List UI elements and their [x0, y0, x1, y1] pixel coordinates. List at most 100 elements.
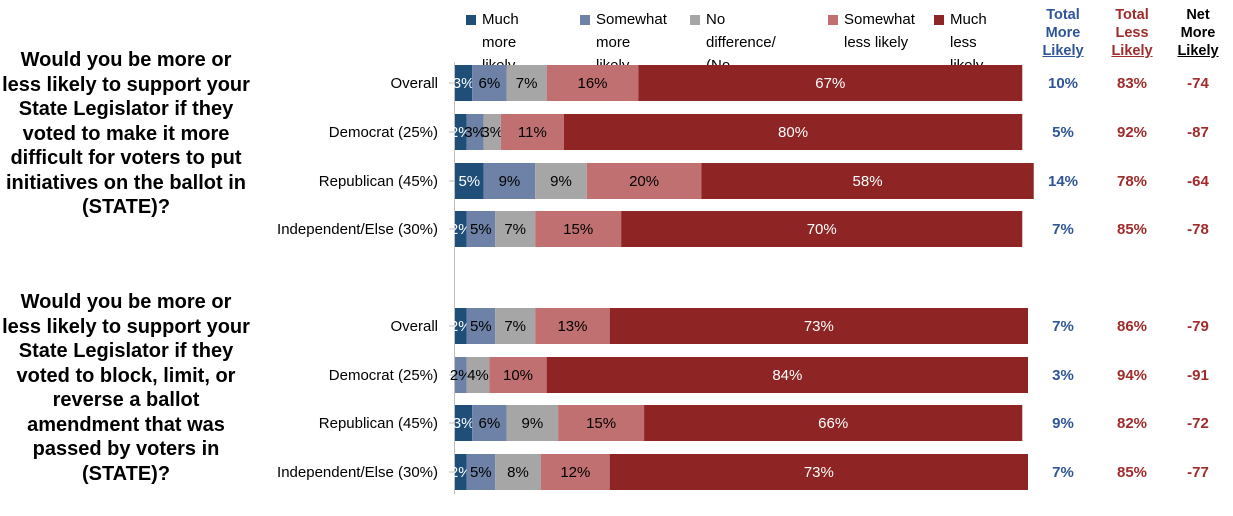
header-total-more-line2: More — [1045, 25, 1081, 41]
bar-segment — [455, 114, 467, 150]
summary-total-less: 92% — [1117, 124, 1147, 141]
bar-segment — [500, 114, 564, 150]
summary-net: -87 — [1187, 124, 1209, 141]
bar-segment — [495, 211, 536, 247]
data-label: 13% — [557, 318, 587, 335]
question-1-title: Would you be more or less likely to supp… — [2, 49, 250, 218]
summary-net: -77 — [1187, 464, 1209, 481]
category-label: Republican (45%) — [319, 415, 438, 432]
data-label: 4% — [467, 367, 489, 384]
summary-total-more: 14% — [1048, 173, 1078, 190]
data-label: 3% — [464, 124, 486, 141]
bar-segment — [483, 163, 536, 199]
summary-net: -79 — [1187, 318, 1209, 335]
bar-segment — [558, 405, 645, 441]
data-label: 70% — [807, 221, 837, 238]
data-label: 11% — [518, 124, 547, 141]
data-label: 5% — [470, 464, 492, 481]
legend-swatch-somewhat-less — [828, 15, 838, 25]
data-label: 84% — [772, 367, 802, 384]
data-label: 3% — [481, 124, 503, 141]
data-label: 7% — [504, 221, 526, 238]
bar-segment — [466, 308, 496, 344]
data-label: 20% — [629, 173, 659, 190]
summary-net: -72 — [1187, 415, 1209, 432]
summary-total-more: 7% — [1052, 464, 1074, 481]
category-label: Overall — [390, 75, 438, 92]
header-net-line3: Likely — [1177, 43, 1219, 59]
header-total-more-line3: Likely — [1042, 43, 1084, 59]
data-label: 58% — [853, 173, 883, 190]
header-total-less-line1: Total — [1115, 7, 1149, 23]
data-label: 9% — [522, 415, 544, 432]
bar-segment — [540, 454, 610, 490]
data-label: 73% — [804, 318, 834, 335]
data-label: 12% — [560, 464, 590, 481]
summary-total-less: 85% — [1117, 221, 1147, 238]
data-label: 5% — [470, 221, 492, 238]
data-label: 3% — [453, 75, 475, 92]
bar-segment — [455, 163, 484, 199]
bar-segment — [546, 65, 639, 101]
data-label: 10% — [503, 367, 533, 384]
bar-segment — [495, 308, 536, 344]
data-label: 2% — [450, 221, 472, 238]
summary-total-more: 9% — [1052, 415, 1074, 432]
legend-swatch-much-more — [466, 15, 476, 25]
header-net-line2: More — [1180, 25, 1216, 41]
legend-item-somewhat-less: Somewhat less likely — [828, 8, 915, 54]
data-label: 7% — [516, 75, 538, 92]
category-label: Overall — [390, 318, 438, 335]
data-label: 3% — [453, 415, 475, 432]
header-total-less-line3: Likely — [1111, 43, 1153, 59]
summary-total-less: 83% — [1117, 75, 1147, 92]
summary-net: -64 — [1187, 173, 1209, 190]
legend-swatch-somewhat-more — [580, 15, 590, 25]
header-net-line1: Net — [1186, 7, 1210, 23]
header-total-less-likely: Total Less Likely — [1101, 6, 1163, 60]
data-label: 67% — [815, 75, 845, 92]
summary-total-less: 85% — [1117, 464, 1147, 481]
bar-segment — [586, 163, 702, 199]
header-total-more-line1: Total — [1046, 7, 1080, 23]
legend-label-somewhat-more: Somewhat more likely — [596, 11, 667, 74]
summary-total-more: 3% — [1052, 367, 1074, 384]
data-label: 6% — [479, 75, 501, 92]
bar-segment — [466, 357, 490, 393]
category-label: Democrat (25%) — [329, 367, 438, 384]
bar-segment — [472, 405, 507, 441]
category-label: Independent/Else (30%) — [277, 464, 438, 481]
bar-segment — [455, 357, 467, 393]
legend-swatch-no-difference — [690, 15, 700, 25]
data-label: 5% — [470, 318, 492, 335]
summary-total-more: 7% — [1052, 318, 1074, 335]
bar-segment — [535, 308, 610, 344]
bar-segment — [455, 211, 467, 247]
legend-item-somewhat-more: Somewhat more likely — [580, 8, 667, 77]
bar-segment — [466, 454, 496, 490]
legend-swatch-much-less — [934, 15, 944, 25]
bar-segment — [535, 211, 622, 247]
data-label: 66% — [818, 415, 848, 432]
bar-segment — [609, 454, 1028, 490]
bar-segment — [489, 357, 547, 393]
data-label: 80% — [778, 124, 808, 141]
bar-segment — [535, 163, 587, 199]
data-label: 2% — [450, 367, 472, 384]
summary-total-less: 86% — [1117, 318, 1147, 335]
header-net-more-likely: Net More Likely — [1167, 6, 1229, 60]
bar-segment — [638, 65, 1023, 101]
data-label: 15% — [563, 221, 593, 238]
summary-net: -78 — [1187, 221, 1209, 238]
data-label: 15% — [586, 415, 616, 432]
summary-total-more: 5% — [1052, 124, 1074, 141]
summary-total-less: 94% — [1117, 367, 1147, 384]
summary-net: -74 — [1187, 75, 1209, 92]
data-label: 9% — [499, 173, 521, 190]
summary-net: -91 — [1187, 367, 1209, 384]
bar-segment — [563, 114, 1023, 150]
bar-segment — [609, 308, 1028, 344]
bar-segment — [621, 211, 1023, 247]
data-label: 16% — [578, 75, 608, 92]
